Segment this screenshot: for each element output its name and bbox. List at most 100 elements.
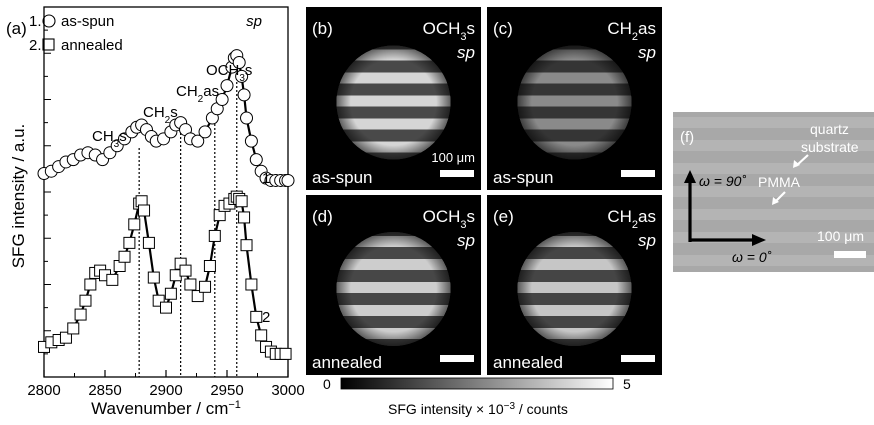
image-panel-label: (d): [312, 207, 333, 226]
image-scalebar: [440, 170, 474, 177]
as-spun-point: [281, 173, 295, 187]
panel-f-stripes: [673, 117, 874, 266]
image-state-label: annealed: [312, 353, 382, 372]
image-scalebar: [621, 170, 655, 177]
image-disc-vignette: [336, 232, 451, 346]
image-species-label: OCH3s: [423, 207, 475, 231]
colorbar-min-label: 0: [323, 376, 331, 392]
annealed-point: [191, 290, 204, 303]
colorbar-label: SFG intensity × 10−3 / counts: [388, 401, 568, 418]
annealed-point: [245, 278, 258, 291]
curve-label-2: 2: [262, 309, 270, 326]
annealed-point: [160, 301, 172, 314]
substrate-stripe: [673, 209, 874, 220]
omega-0-arrowhead: [752, 234, 766, 246]
x-tick-label: 3000: [271, 382, 304, 399]
annealed-point: [106, 273, 119, 286]
annealed-point: [118, 250, 131, 263]
substrate-stripe: [673, 163, 874, 174]
image-panel-label: (c): [493, 19, 513, 38]
curve-label-1: 1: [262, 170, 270, 187]
legend-1-text: as-spun: [61, 13, 114, 30]
panel-f-label: (f): [680, 129, 694, 146]
as-spun-point: [237, 88, 251, 102]
substrate-stripe: [673, 232, 874, 243]
annealed-point: [240, 239, 253, 252]
image-state-label: annealed: [493, 353, 563, 372]
as-spun-point: [240, 111, 254, 125]
as-spun-point: [215, 93, 229, 106]
as-spun-point: [198, 125, 212, 139]
legend-circle-marker: [42, 14, 56, 28]
as-spun-point: [232, 56, 246, 69]
peak-label-ch2s: CH2s: [143, 104, 178, 126]
image-state-label: as-spun: [493, 168, 553, 187]
substrate-stripe: [673, 186, 874, 197]
y-axis-label: SFG intensity / a.u.: [9, 124, 28, 269]
image-polarization-label: sp: [457, 231, 475, 250]
x-axis-ticks: 2800 2850 2900 2950 3000: [27, 370, 305, 399]
annealed-point: [250, 310, 263, 323]
panel-f-scale-text: 100 μm: [817, 228, 864, 244]
annealed-point: [59, 331, 72, 344]
x-tick-label: 2900: [149, 382, 182, 399]
image-state-label: as-spun: [312, 168, 372, 187]
annealed-point: [208, 229, 221, 242]
image-polarization-label: sp: [638, 43, 656, 62]
as-spun-point: [220, 79, 234, 93]
omega-90-arrowhead: [684, 170, 696, 183]
image-scale-text: 100 μm: [431, 150, 475, 165]
annealed-point: [142, 236, 155, 249]
image-polarization-label: sp: [638, 231, 656, 250]
image-species-label: OCH3s: [423, 19, 475, 43]
image-species-label: CH2as: [607, 19, 656, 43]
panel-a-polarization: sp: [246, 13, 262, 30]
panel-a: (a) 1. as-spun 2. annealed sp 2800 2850 29…: [6, 6, 305, 418]
image-disc-vignette: [517, 232, 632, 346]
image-disc-vignette: [336, 45, 451, 160]
annealed-point: [147, 271, 160, 284]
legend-1-num: 1.: [29, 13, 42, 30]
panel-a-label: (a): [6, 19, 27, 38]
annealed-point: [238, 211, 251, 224]
annealed-point: [67, 322, 80, 335]
image-scalebar: [621, 355, 655, 362]
annealed-point: [123, 236, 136, 249]
image-disc-vignette: [517, 45, 632, 160]
peak-label-och3s: OCH3s: [206, 62, 252, 84]
image-species-label: CH2as: [607, 207, 656, 231]
substrate-stripe: [673, 255, 874, 266]
annealed-point: [164, 287, 177, 300]
omega-90-label: ω = 90˚: [699, 173, 746, 189]
colorbar: 0 5 SFG intensity × 10−3 / counts: [323, 376, 631, 417]
legend: 1. as-spun 2. annealed: [29, 13, 123, 54]
colorbar-max-label: 5: [623, 376, 631, 392]
panel-f: (f) quartz substrate PMMA ω = 90˚ ω = 0˚…: [673, 112, 874, 272]
panel-f-scalebar: [834, 251, 866, 258]
legend-2-text: annealed: [61, 37, 123, 54]
omega-0-label: ω = 0˚: [732, 249, 772, 265]
annealed-point: [152, 294, 165, 307]
pmma-label: PMMA: [758, 174, 801, 190]
image-scalebar: [440, 355, 474, 362]
substrate-stripe: [673, 117, 874, 128]
quartz-label-line1: quartz: [810, 121, 849, 137]
series-points: [37, 49, 295, 360]
image-panel-label: (e): [493, 207, 514, 226]
x-tick-label: 2950: [210, 382, 243, 399]
quartz-arrowhead: [793, 160, 800, 168]
x-tick-label: 2800: [27, 382, 60, 399]
legend-2-num: 2.: [29, 37, 42, 54]
x-tick-label: 2850: [88, 382, 121, 399]
pmma-arrowhead: [772, 197, 779, 205]
annealed-point: [255, 329, 268, 342]
image-panel-label: (b): [312, 19, 333, 38]
annealed-point: [184, 278, 197, 291]
quartz-label-line2: substrate: [801, 139, 859, 155]
peak-label-ch3s: CH3s: [92, 128, 127, 150]
as-spun-point: [235, 69, 249, 83]
